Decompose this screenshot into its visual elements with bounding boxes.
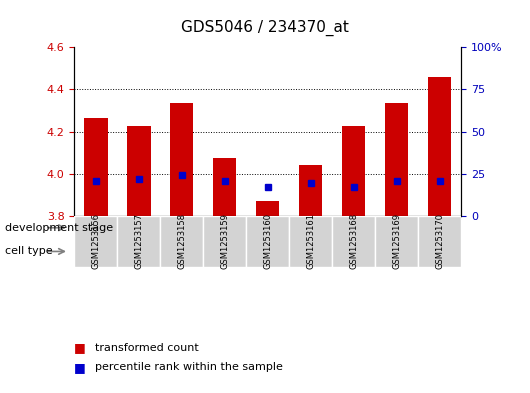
Bar: [299, 165, 322, 216]
Text: GSM1253159: GSM1253159: [220, 213, 229, 269]
Bar: [84, 118, 108, 216]
Bar: [170, 103, 193, 216]
Bar: [127, 126, 151, 216]
Text: GSM1253170: GSM1253170: [435, 213, 444, 270]
Text: GSM1253161: GSM1253161: [306, 213, 315, 270]
FancyBboxPatch shape: [332, 241, 461, 262]
Text: ■: ■: [74, 361, 86, 374]
Text: GSM1253168: GSM1253168: [349, 213, 358, 270]
Text: chondrocyte condensation: chondrocyte condensation: [129, 246, 277, 257]
FancyBboxPatch shape: [160, 216, 203, 267]
Text: GSM1253156: GSM1253156: [91, 213, 100, 270]
Bar: [342, 126, 366, 216]
FancyBboxPatch shape: [332, 216, 375, 267]
FancyBboxPatch shape: [203, 216, 246, 267]
FancyBboxPatch shape: [117, 216, 160, 267]
Text: articular chondrocyte: articular chondrocyte: [337, 246, 456, 257]
FancyBboxPatch shape: [289, 216, 332, 267]
FancyBboxPatch shape: [418, 216, 461, 267]
Bar: [385, 103, 409, 216]
FancyBboxPatch shape: [74, 217, 332, 239]
Text: percentile rank within the sample: percentile rank within the sample: [95, 362, 283, 373]
Text: development stage: development stage: [5, 223, 113, 233]
Text: 6 weeks: 6 weeks: [180, 223, 226, 233]
Text: 17 weeks: 17 weeks: [370, 223, 423, 233]
FancyBboxPatch shape: [74, 216, 117, 267]
FancyBboxPatch shape: [246, 216, 289, 267]
FancyBboxPatch shape: [74, 241, 332, 262]
Text: cell type: cell type: [5, 246, 53, 257]
Text: ■: ■: [74, 341, 86, 354]
Bar: [213, 158, 236, 216]
Text: GSM1253158: GSM1253158: [177, 213, 186, 270]
Text: GSM1253157: GSM1253157: [134, 213, 143, 270]
FancyBboxPatch shape: [375, 216, 418, 267]
Bar: [428, 77, 452, 216]
Text: GSM1253169: GSM1253169: [392, 213, 401, 270]
Bar: [256, 201, 279, 216]
Text: GDS5046 / 234370_at: GDS5046 / 234370_at: [181, 20, 349, 36]
Text: transformed count: transformed count: [95, 343, 199, 353]
FancyBboxPatch shape: [332, 217, 461, 239]
Text: GSM1253160: GSM1253160: [263, 213, 272, 270]
